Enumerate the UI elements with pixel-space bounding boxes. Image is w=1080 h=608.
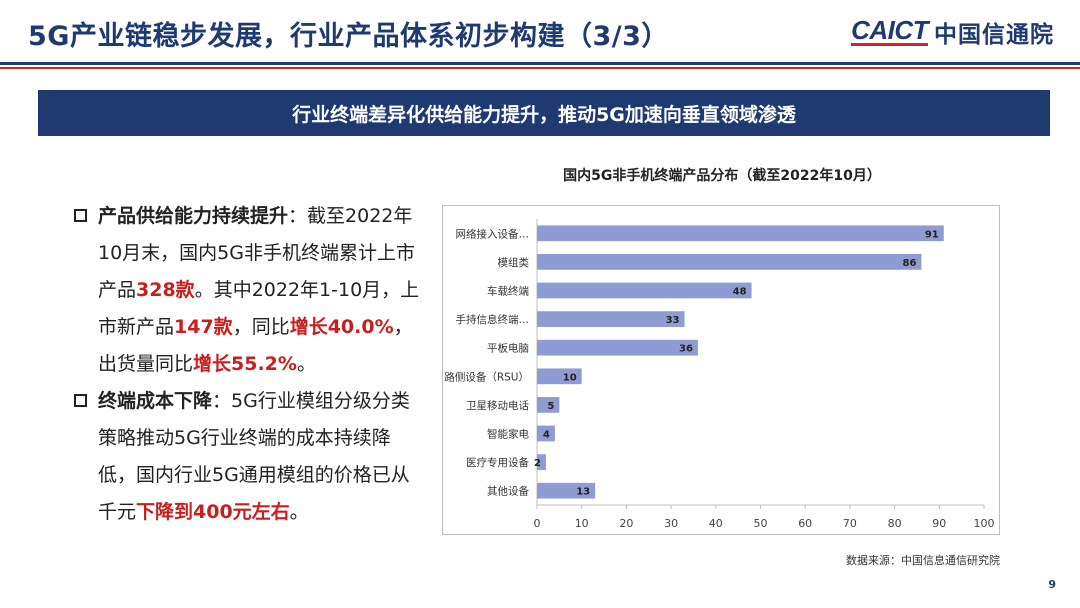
bar [537,311,685,327]
bullet-heading: 产品供给能力持续提升 [98,205,289,227]
logo-cn: 中国信通院 [934,22,1054,48]
bar [537,225,944,242]
category-label: 卫星移动电话 [466,399,529,412]
category-label: 路侧设备（RSU） [444,370,529,383]
section-banner: 行业终端差异化供给能力提升，推动5G加速向垂直领域渗透 [38,90,1050,136]
data-label: 13 [576,487,590,498]
category-label: 网络接入设备… [456,227,530,240]
category-label: 平板电脑 [487,342,529,355]
bar [537,425,555,442]
bar [537,368,582,385]
x-tick-label: 10 [575,517,589,530]
bullet-heading: 终端成本下降 [98,390,213,412]
page-title: 5G产业链稳步发展，行业产品体系初步构建（3/3） [28,21,669,52]
x-tick-label: 80 [888,517,902,530]
data-label: 10 [563,372,577,383]
data-label: 5 [547,401,554,412]
category-label: 其他设备 [487,485,529,498]
bullet-text: ：截至2022年10月末，国内5G非手机终端累计上市产品 [98,205,415,301]
x-tick-label: 20 [619,517,633,530]
bullet-text: ，同比 [232,316,290,338]
x-tick-label: 100 [974,517,995,530]
bullet-text: ：5G行业模组分级分类策略推动5G行业终端的成本持续降低，国内行业5G通用模组的… [98,390,410,523]
bar [537,339,698,356]
data-label: 86 [902,258,916,269]
header-rule-red [0,67,1080,69]
category-label: 智能家电 [487,428,529,441]
highlight-growth: 增长40.0% [289,316,394,338]
bar-chart: 网络接入设备… 91 模组类 86 车载终端 48 手持信息终端… 33 平板电脑 36 路侧设备（… [444,219,995,530]
x-tick-label: 0 [534,517,541,530]
highlight-new: 147款 [174,316,233,338]
bullet-text: 。 [289,501,309,523]
data-label: 33 [666,315,680,326]
data-label: 2 [534,458,541,469]
category-label: 模组类 [498,256,530,269]
checkbox-square-icon [74,209,87,222]
x-tick-label: 60 [798,517,812,530]
bar [537,397,560,413]
logo-en: CAICT [851,15,928,46]
data-label: 4 [543,430,550,441]
checkbox-square-icon [74,394,87,407]
bullet-text: ，出货量同比 [98,316,413,375]
x-tick-label: 40 [709,517,723,530]
chart-title: 国内5G非手机终端产品分布（截至2022年10月） [563,168,881,184]
chart-frame [442,205,1000,535]
highlight-shipment: 增长55.2% [193,353,297,375]
page-number: 9 [1048,578,1056,591]
highlight-price: 下降到400元左右 [136,501,290,523]
bullet-cost: 终端成本下降：5G行业模组分级分类策略推动5G行业终端的成本持续降低，国内行业5… [72,383,422,531]
bar [537,482,596,499]
x-tick-label: 70 [843,517,857,530]
highlight-count: 328款 [136,279,195,301]
data-label: 36 [679,344,693,355]
bullet-list: 产品供给能力持续提升：截至2022年10月末，国内5G非手机终端累计上市产品32… [72,198,422,531]
caict-logo: CAICT 中国信通院 [851,16,1054,48]
header-rule-blue [0,62,1080,65]
x-tick-label: 30 [664,517,678,530]
bullet-supply: 产品供给能力持续提升：截至2022年10月末，国内5G非手机终端累计上市产品32… [72,198,422,383]
bullet-text: 。 [296,353,316,375]
category-label: 手持信息终端… [456,313,530,326]
bar [537,282,752,299]
category-label: 车载终端 [487,285,529,298]
bar [537,254,922,270]
x-tick-label: 90 [932,517,946,530]
data-label: 48 [733,287,747,298]
x-tick-label: 50 [754,517,768,530]
bullet-text: 。其中2022年1-10月，上市新产品 [98,279,420,338]
data-source: 数据来源：中国信息通信研究院 [846,554,1000,567]
data-label: 91 [925,229,939,240]
bar [537,454,546,470]
category-label: 医疗专用设备 [466,456,529,469]
